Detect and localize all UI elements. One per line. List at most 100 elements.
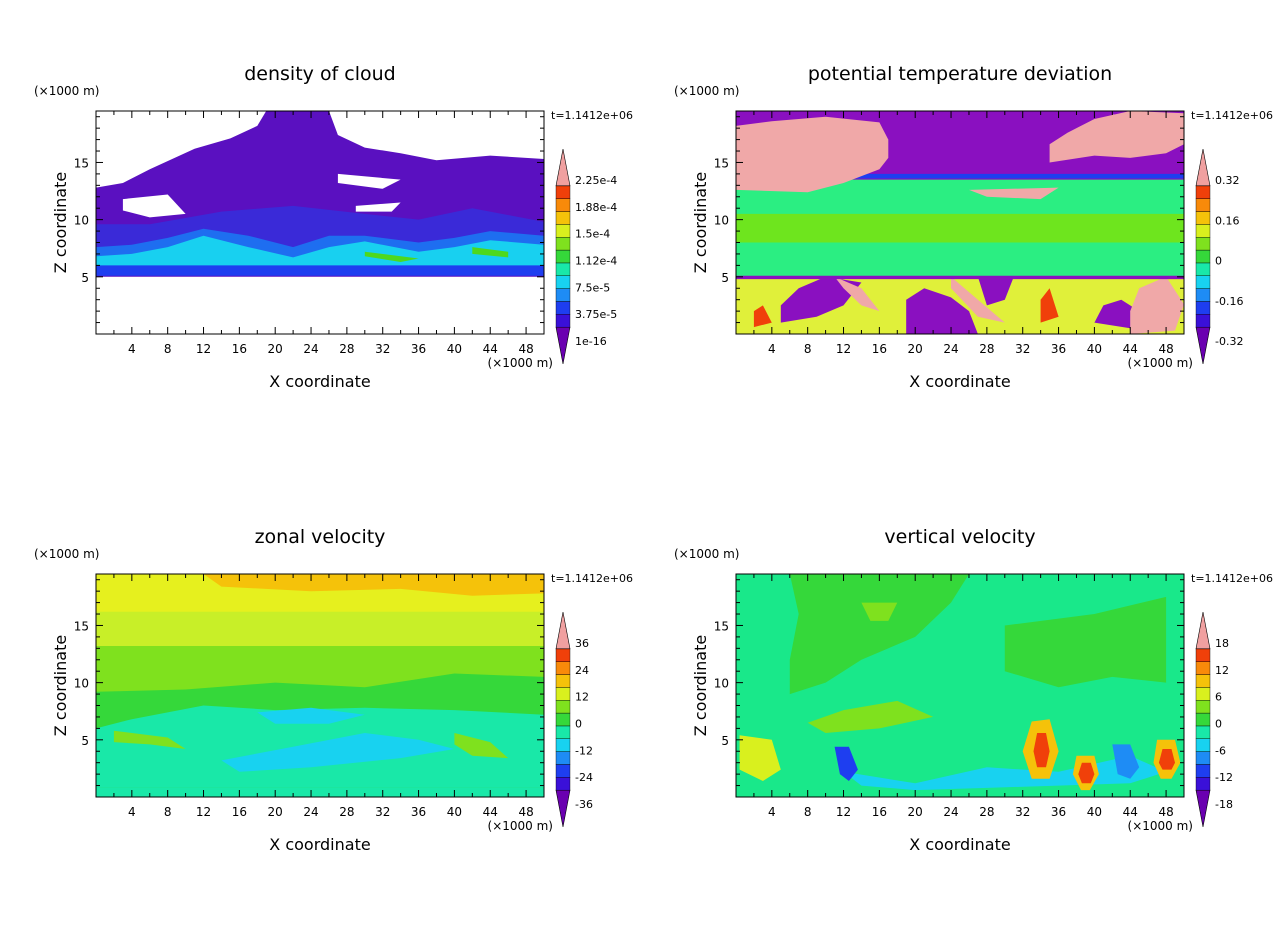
colorbar-segment xyxy=(555,661,571,675)
colorbar-segment xyxy=(1195,249,1211,264)
colorbar-label: -6 xyxy=(1215,744,1226,757)
colorbar-label: 0.32 xyxy=(1215,174,1240,187)
y-tick-label: 15 xyxy=(714,619,729,633)
colorbar-segment xyxy=(1195,777,1211,791)
x-tick-label: 44 xyxy=(483,342,498,356)
colorbar-segment xyxy=(1195,275,1211,289)
contour-region xyxy=(364,251,419,262)
x-tick-label: 24 xyxy=(943,805,958,819)
x-tick-label: 24 xyxy=(303,805,318,819)
x-tick-label: 48 xyxy=(518,805,533,819)
colorbar-segment xyxy=(555,211,571,225)
contour-region xyxy=(454,733,509,759)
colorbar-segment xyxy=(555,185,571,199)
colorbar-segment xyxy=(555,275,571,289)
plot-frame xyxy=(95,573,545,798)
contour-fields xyxy=(736,574,1184,797)
colorbar-segment xyxy=(1195,648,1211,662)
y-tick-label: 15 xyxy=(714,156,729,170)
x-tick-label: 32 xyxy=(1015,805,1030,819)
x-tick-label: 36 xyxy=(411,342,426,356)
x-tick-label: 4 xyxy=(128,805,136,819)
y-axis-label: Z coordinate xyxy=(51,635,70,736)
y-tick-label: 15 xyxy=(74,619,89,633)
y-axis-label: Z coordinate xyxy=(691,635,710,736)
x-tick-label: 32 xyxy=(375,342,390,356)
colorbar-segment xyxy=(555,738,571,752)
contour-fields xyxy=(736,111,1184,334)
x-tick-label: 36 xyxy=(411,805,426,819)
x-tick-label: 4 xyxy=(768,342,776,356)
contour-region xyxy=(472,247,509,258)
x-tick-label: 44 xyxy=(1123,805,1138,819)
contour-region xyxy=(1094,299,1140,329)
x-axis-label: X coordinate xyxy=(909,372,1010,391)
x-tick-label: 16 xyxy=(232,805,247,819)
x-tick-label: 48 xyxy=(1158,805,1173,819)
contour-fields xyxy=(96,574,544,797)
x-tick-label: 28 xyxy=(339,805,354,819)
colorbar-segment xyxy=(1195,301,1211,315)
colorbar-segment xyxy=(1195,185,1211,199)
colorbar-segment xyxy=(1195,211,1211,225)
x-tick-label: 16 xyxy=(872,805,887,819)
y-tick-label: 5 xyxy=(721,271,729,285)
colorbar: 0.32 0.16 0 -0.16 -0.32 xyxy=(1195,148,1243,365)
colorbar-label: 0 xyxy=(1215,255,1222,268)
colorbar-label: -0.32 xyxy=(1215,335,1243,348)
y-tick-label: 10 xyxy=(714,214,729,228)
x-tick-label: 20 xyxy=(908,805,923,819)
colorbar-label: 12 xyxy=(1215,664,1229,677)
colorbar-segment xyxy=(555,687,571,701)
colorbar-segment xyxy=(1195,738,1211,752)
contour-region xyxy=(96,265,544,276)
contour-region xyxy=(789,574,969,695)
chart-title: density of cloud xyxy=(244,63,396,85)
x-tick-label: 44 xyxy=(483,805,498,819)
contour-region xyxy=(861,602,898,621)
colorbar-segment xyxy=(555,198,571,212)
contour-region xyxy=(1158,749,1175,770)
contour-region xyxy=(257,707,365,724)
plot-frame xyxy=(735,110,1185,335)
colorbar-segment xyxy=(1195,288,1211,302)
contour-region xyxy=(807,700,934,733)
contour-region xyxy=(1033,733,1050,768)
contour-region xyxy=(1004,596,1167,688)
x-tick-label: 40 xyxy=(447,805,462,819)
x-tick-label: 48 xyxy=(1158,342,1173,356)
x-tick-label: 8 xyxy=(804,805,812,819)
x-tick-label: 24 xyxy=(303,342,318,356)
colorbar-triangle-low xyxy=(1195,789,1211,828)
colorbar-label: -18 xyxy=(1215,798,1233,811)
x-unit-label: (×1000 m) xyxy=(488,356,553,370)
y-unit-label: (×1000 m) xyxy=(34,547,99,561)
x-tick-label: 28 xyxy=(979,805,994,819)
colorbar-segment xyxy=(1195,700,1211,714)
colorbar-label: 36 xyxy=(575,637,589,650)
contour-region xyxy=(113,730,186,749)
colorbar-label: -36 xyxy=(575,798,593,811)
contour-region xyxy=(203,574,544,596)
contour-region xyxy=(736,213,1184,243)
x-tick-label: 12 xyxy=(836,342,851,356)
contour-region xyxy=(736,275,1184,280)
contour-region xyxy=(736,116,889,193)
contour-region xyxy=(951,276,1005,323)
contour-region xyxy=(221,733,455,772)
colorbar-segment xyxy=(1195,725,1211,739)
x-tick-label: 24 xyxy=(943,342,958,356)
colorbar-triangle-low xyxy=(555,789,571,828)
x-unit-label: (×1000 m) xyxy=(1128,356,1193,370)
contour-fields xyxy=(96,111,544,277)
x-tick-label: 40 xyxy=(1087,805,1102,819)
contour-region xyxy=(96,235,544,270)
x-tick-label: 20 xyxy=(908,342,923,356)
contour-region xyxy=(1040,288,1059,323)
colorbar-label: 18 xyxy=(1215,637,1229,650)
colorbar-segment xyxy=(555,249,571,264)
contour-region xyxy=(977,276,1014,306)
x-tick-label: 12 xyxy=(196,805,211,819)
